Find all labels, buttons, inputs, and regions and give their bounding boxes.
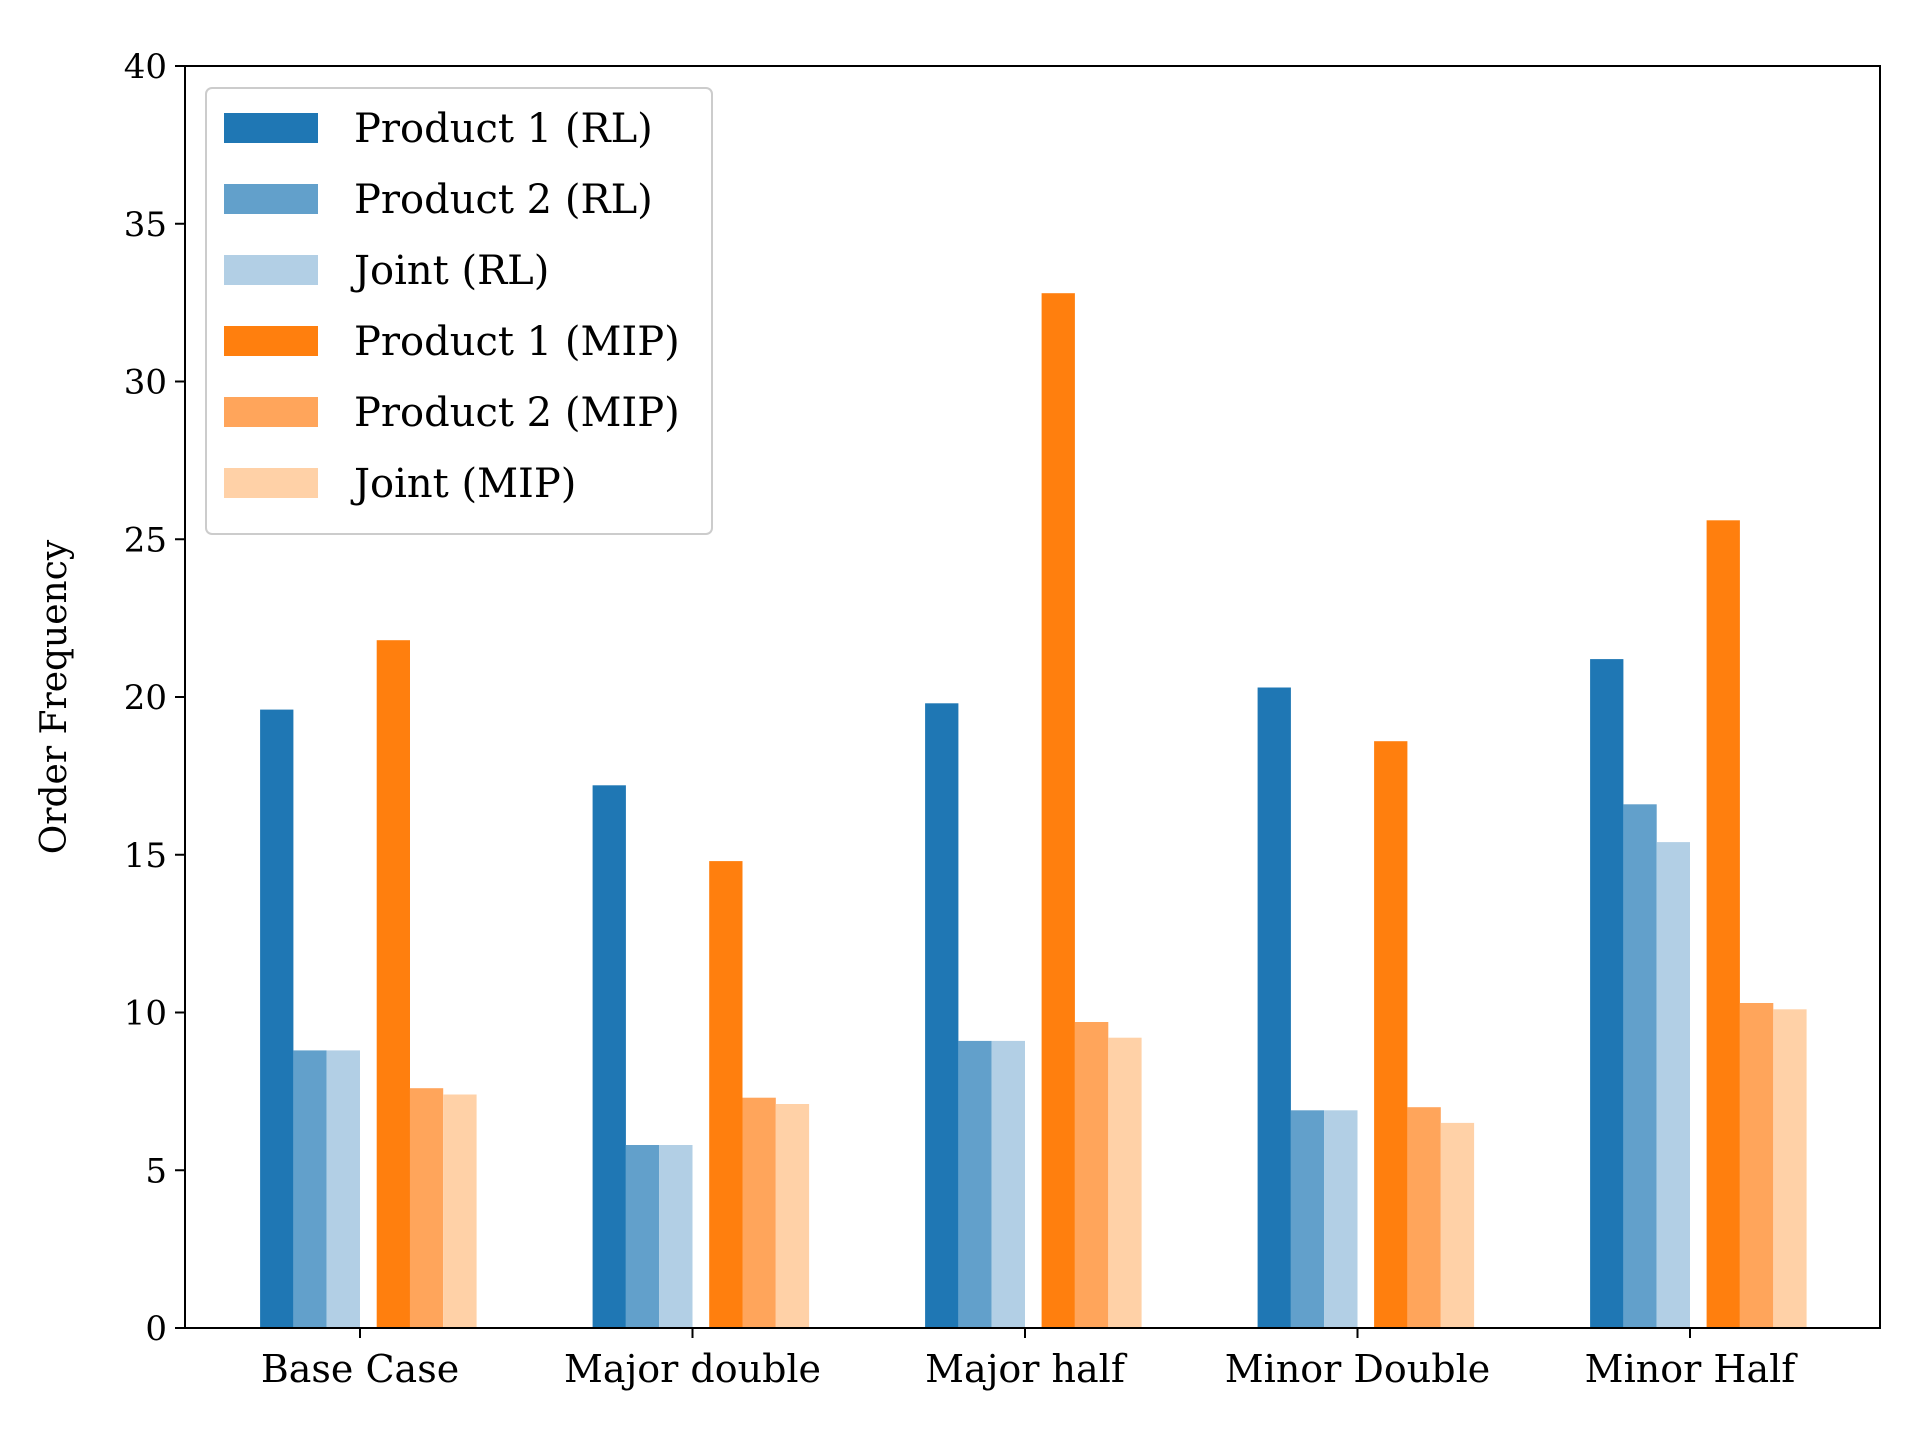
legend-swatch [224, 326, 318, 356]
bar-3-5 [1656, 842, 1690, 1328]
bar-5-2 [742, 1097, 776, 1328]
legend-box [205, 87, 713, 535]
legend-swatch [224, 113, 318, 143]
bar-6-3 [1108, 1037, 1142, 1328]
x-tick-label: Base Case [261, 1347, 459, 1391]
bar-1-5 [1590, 659, 1624, 1328]
bar-5-3 [1075, 1022, 1109, 1328]
bars-layer [260, 293, 1807, 1329]
y-tick-label: 10 [124, 994, 167, 1034]
bar-2-4 [1290, 1110, 1325, 1328]
bar-5-5 [1740, 1003, 1774, 1328]
bar-6-2 [775, 1104, 810, 1328]
bar-2-1 [293, 1050, 327, 1328]
y-tick-label: 15 [124, 836, 167, 876]
y-axis: 0 5 10 15 20 25 30 35 40 [124, 47, 185, 1349]
bar-4-2 [709, 861, 743, 1328]
bar-3-4 [1324, 1110, 1358, 1328]
y-tick-label: 40 [124, 47, 167, 87]
bar-3-2 [659, 1145, 693, 1328]
legend-label: Product 1 (MIP) [354, 319, 680, 365]
bar-1-1 [260, 709, 294, 1328]
bar-2-2 [625, 1145, 660, 1328]
legend-swatch [224, 255, 318, 285]
bar-1-4 [1257, 687, 1291, 1328]
y-tick-label: 30 [124, 363, 167, 403]
x-tick-label: Minor Half [1585, 1347, 1799, 1391]
legend-label: Product 1 (RL) [354, 106, 653, 152]
bar-3-3 [991, 1040, 1025, 1328]
y-tick-label: 35 [124, 205, 167, 245]
bar-2-3 [958, 1040, 992, 1328]
bar-1-3 [925, 703, 959, 1328]
bar-3-1 [326, 1050, 360, 1328]
bar-4-3 [1041, 293, 1075, 1329]
y-axis-label: Order Frequency [34, 539, 75, 854]
bar-1-2 [592, 785, 626, 1328]
bar-5-4 [1407, 1107, 1441, 1328]
bar-4-1 [376, 640, 410, 1328]
y-tick-label: 0 [145, 1309, 167, 1349]
bar-6-4 [1440, 1122, 1475, 1328]
x-tick-label: Major double [564, 1347, 821, 1391]
bar-6-1 [443, 1094, 477, 1328]
x-tick-label: Minor Double [1225, 1347, 1490, 1391]
bar-4-5 [1706, 520, 1740, 1328]
legend-label: Product 2 (MIP) [354, 390, 680, 436]
bar-6-5 [1773, 1009, 1807, 1328]
legend-label: Joint (RL) [350, 248, 549, 294]
y-tick-label: 5 [145, 1151, 167, 1191]
legend-label: Product 2 (RL) [354, 177, 653, 223]
x-axis: Base Case Major double Major half Minor Dou… [261, 1328, 1798, 1391]
plot-frame [184, 65, 1881, 1329]
x-tick-label: Major half [925, 1347, 1128, 1391]
y-tick-label: 20 [124, 678, 167, 718]
legend-swatch [224, 397, 318, 427]
legend-swatch [224, 184, 318, 214]
bar-2-5 [1623, 804, 1657, 1328]
legend: Product 1 (RL) Product 2 (RL) Joint (RL) Pr… [205, 87, 713, 535]
legend-swatch [224, 468, 318, 498]
bar-4-4 [1374, 741, 1408, 1328]
legend-label: Joint (MIP) [350, 461, 576, 507]
y-tick-label: 25 [124, 520, 167, 560]
bar-5-1 [409, 1088, 444, 1328]
